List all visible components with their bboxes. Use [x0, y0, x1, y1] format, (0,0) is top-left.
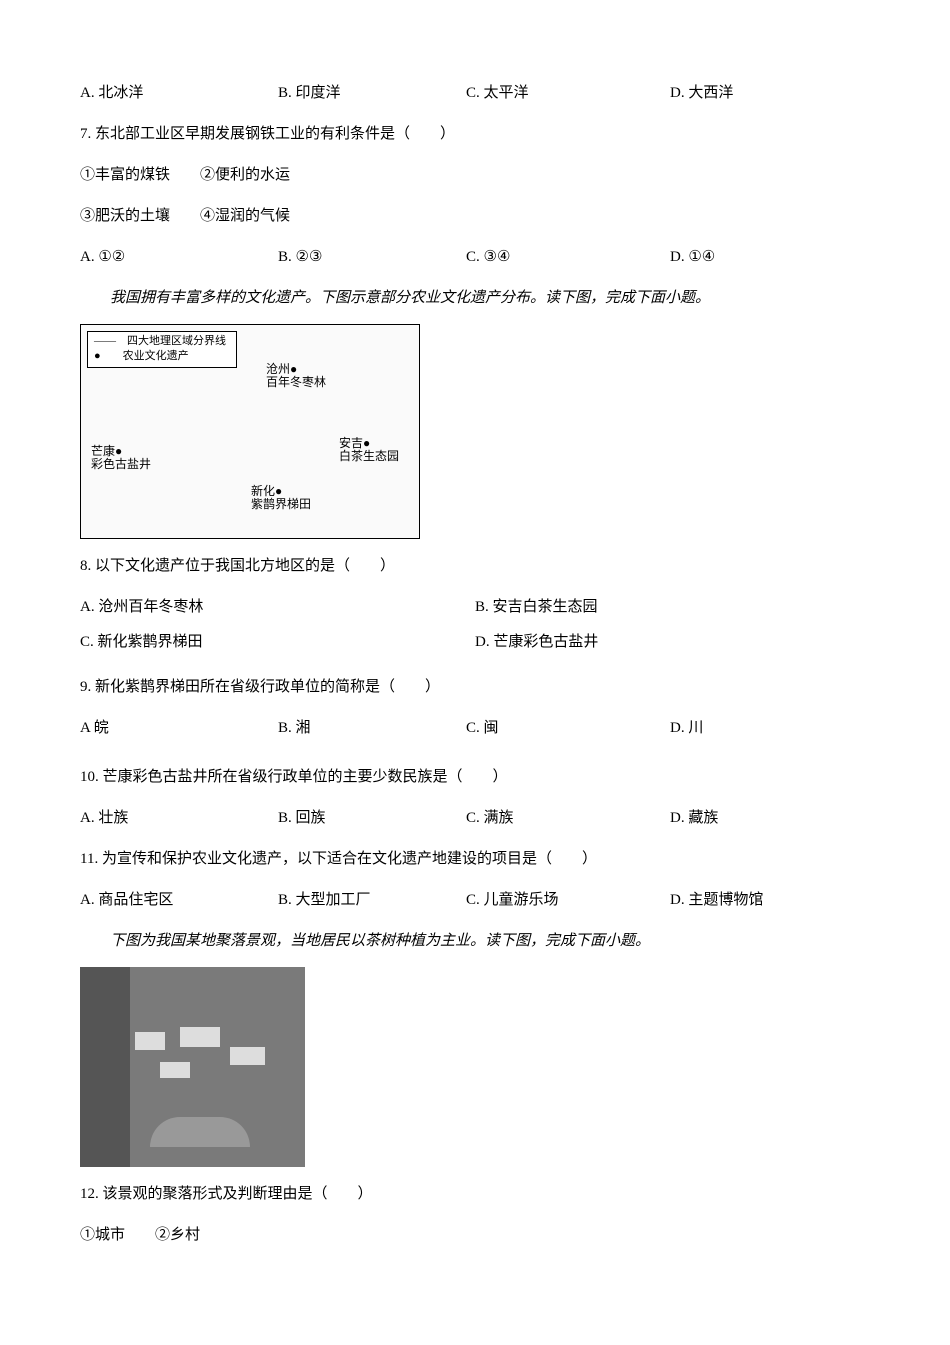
- q9-option-b: B. 湘: [278, 715, 466, 742]
- q7-option-c: C. ③④: [466, 244, 670, 271]
- q9-option-a: A 皖: [80, 715, 278, 742]
- q6-options: A. 北冰洋 B. 印度洋 C. 太平洋 D. 大西洋: [80, 80, 870, 107]
- map-label-mangkang: 芒康● 彩色古盐井: [91, 445, 151, 471]
- map-legend-line1: —— 四大地理区域分界线: [94, 334, 230, 349]
- map-label-cangzhou: 沧州● 百年冬枣林: [266, 363, 326, 389]
- q11-options: A. 商品住宅区 B. 大型加工厂 C. 儿童游乐场 D. 主题博物馆: [80, 887, 870, 914]
- q11-option-a: A. 商品住宅区: [80, 887, 278, 914]
- q7-stem: 7. 东北部工业区早期发展钢铁工业的有利条件是（ ）: [80, 121, 870, 148]
- q6-option-b: B. 印度洋: [278, 80, 466, 107]
- q12-stem: 12. 该景观的聚落形式及判断理由是（ ）: [80, 1181, 870, 1208]
- q9-option-c: C. 闽: [466, 715, 670, 742]
- q7-conditions-line1: ①丰富的煤铁 ②便利的水运: [80, 162, 870, 189]
- q9-stem: 9. 新化紫鹊界梯田所在省级行政单位的简称是（ ）: [80, 674, 870, 701]
- q6-option-a: A. 北冰洋: [80, 80, 278, 107]
- q8-option-d: D. 芒康彩色古盐井: [475, 629, 870, 656]
- q10-stem: 10. 芒康彩色古盐井所在省级行政单位的主要少数民族是（ ）: [80, 764, 870, 791]
- photo-trees-left: [80, 967, 130, 1167]
- q9-option-d: D. 川: [670, 715, 870, 742]
- q7-conditions-line2: ③肥沃的土壤 ④湿润的气候: [80, 203, 870, 230]
- q6-option-d: D. 大西洋: [670, 80, 870, 107]
- photo-bridge: [150, 1117, 250, 1147]
- q11-option-b: B. 大型加工厂: [278, 887, 466, 914]
- map-label-mangkang-text: 彩色古盐井: [91, 458, 151, 471]
- q10-option-d: D. 藏族: [670, 805, 870, 832]
- q10-option-c: C. 满族: [466, 805, 670, 832]
- photo-house4: [160, 1062, 190, 1078]
- q8-stem: 8. 以下文化遗产位于我国北方地区的是（ ）: [80, 553, 870, 580]
- map-label-xinhua: 新化● 紫鹊界梯田: [251, 485, 311, 511]
- passage-settlement: 下图为我国某地聚落景观，当地居民以茶树种植为主业。读下图，完成下面小题。: [80, 928, 870, 955]
- q7-options: A. ①② B. ②③ C. ③④ D. ①④: [80, 244, 870, 271]
- q8-option-a: A. 沧州百年冬枣林: [80, 594, 475, 621]
- map-label-anji-text: 白茶生态园: [339, 450, 399, 463]
- photo-house2: [180, 1027, 220, 1047]
- q9-options: A 皖 B. 湘 C. 闽 D. 川: [80, 715, 870, 742]
- q11-stem: 11. 为宣传和保护农业文化遗产，以下适合在文化遗产地建设的项目是（ ）: [80, 846, 870, 873]
- settlement-photo: [80, 967, 305, 1167]
- q7-option-a: A. ①②: [80, 244, 278, 271]
- q10-option-b: B. 回族: [278, 805, 466, 832]
- q11-option-d: D. 主题博物馆: [670, 887, 870, 914]
- photo-house1: [135, 1032, 165, 1050]
- map-label-anji: 安吉● 白茶生态园: [339, 437, 399, 463]
- q8-option-b: B. 安吉白茶生态园: [475, 594, 870, 621]
- q7-option-b: B. ②③: [278, 244, 466, 271]
- map-legend-line2: ● 农业文化遗产: [94, 349, 230, 364]
- passage-heritage: 我国拥有丰富多样的文化遗产。下图示意部分农业文化遗产分布。读下图，完成下面小题。: [80, 285, 870, 312]
- map-label-xinhua-text: 紫鹊界梯田: [251, 498, 311, 511]
- q8-option-c: C. 新化紫鹊界梯田: [80, 629, 475, 656]
- photo-house3: [230, 1047, 265, 1065]
- q7-option-d: D. ①④: [670, 244, 870, 271]
- q8-options: A. 沧州百年冬枣林 B. 安吉白茶生态园 C. 新化紫鹊界梯田 D. 芒康彩色…: [80, 594, 870, 664]
- q6-option-c: C. 太平洋: [466, 80, 670, 107]
- q12-conditions-line1: ①城市 ②乡村: [80, 1222, 870, 1249]
- q10-options: A. 壮族 B. 回族 C. 满族 D. 藏族: [80, 805, 870, 832]
- q10-option-a: A. 壮族: [80, 805, 278, 832]
- q11-option-c: C. 儿童游乐场: [466, 887, 670, 914]
- heritage-map-image: —— 四大地理区域分界线 ● 农业文化遗产 沧州● 百年冬枣林 安吉● 白茶生态…: [80, 324, 420, 539]
- map-legend: —— 四大地理区域分界线 ● 农业文化遗产: [87, 331, 237, 368]
- map-label-cangzhou-text: 百年冬枣林: [266, 376, 326, 389]
